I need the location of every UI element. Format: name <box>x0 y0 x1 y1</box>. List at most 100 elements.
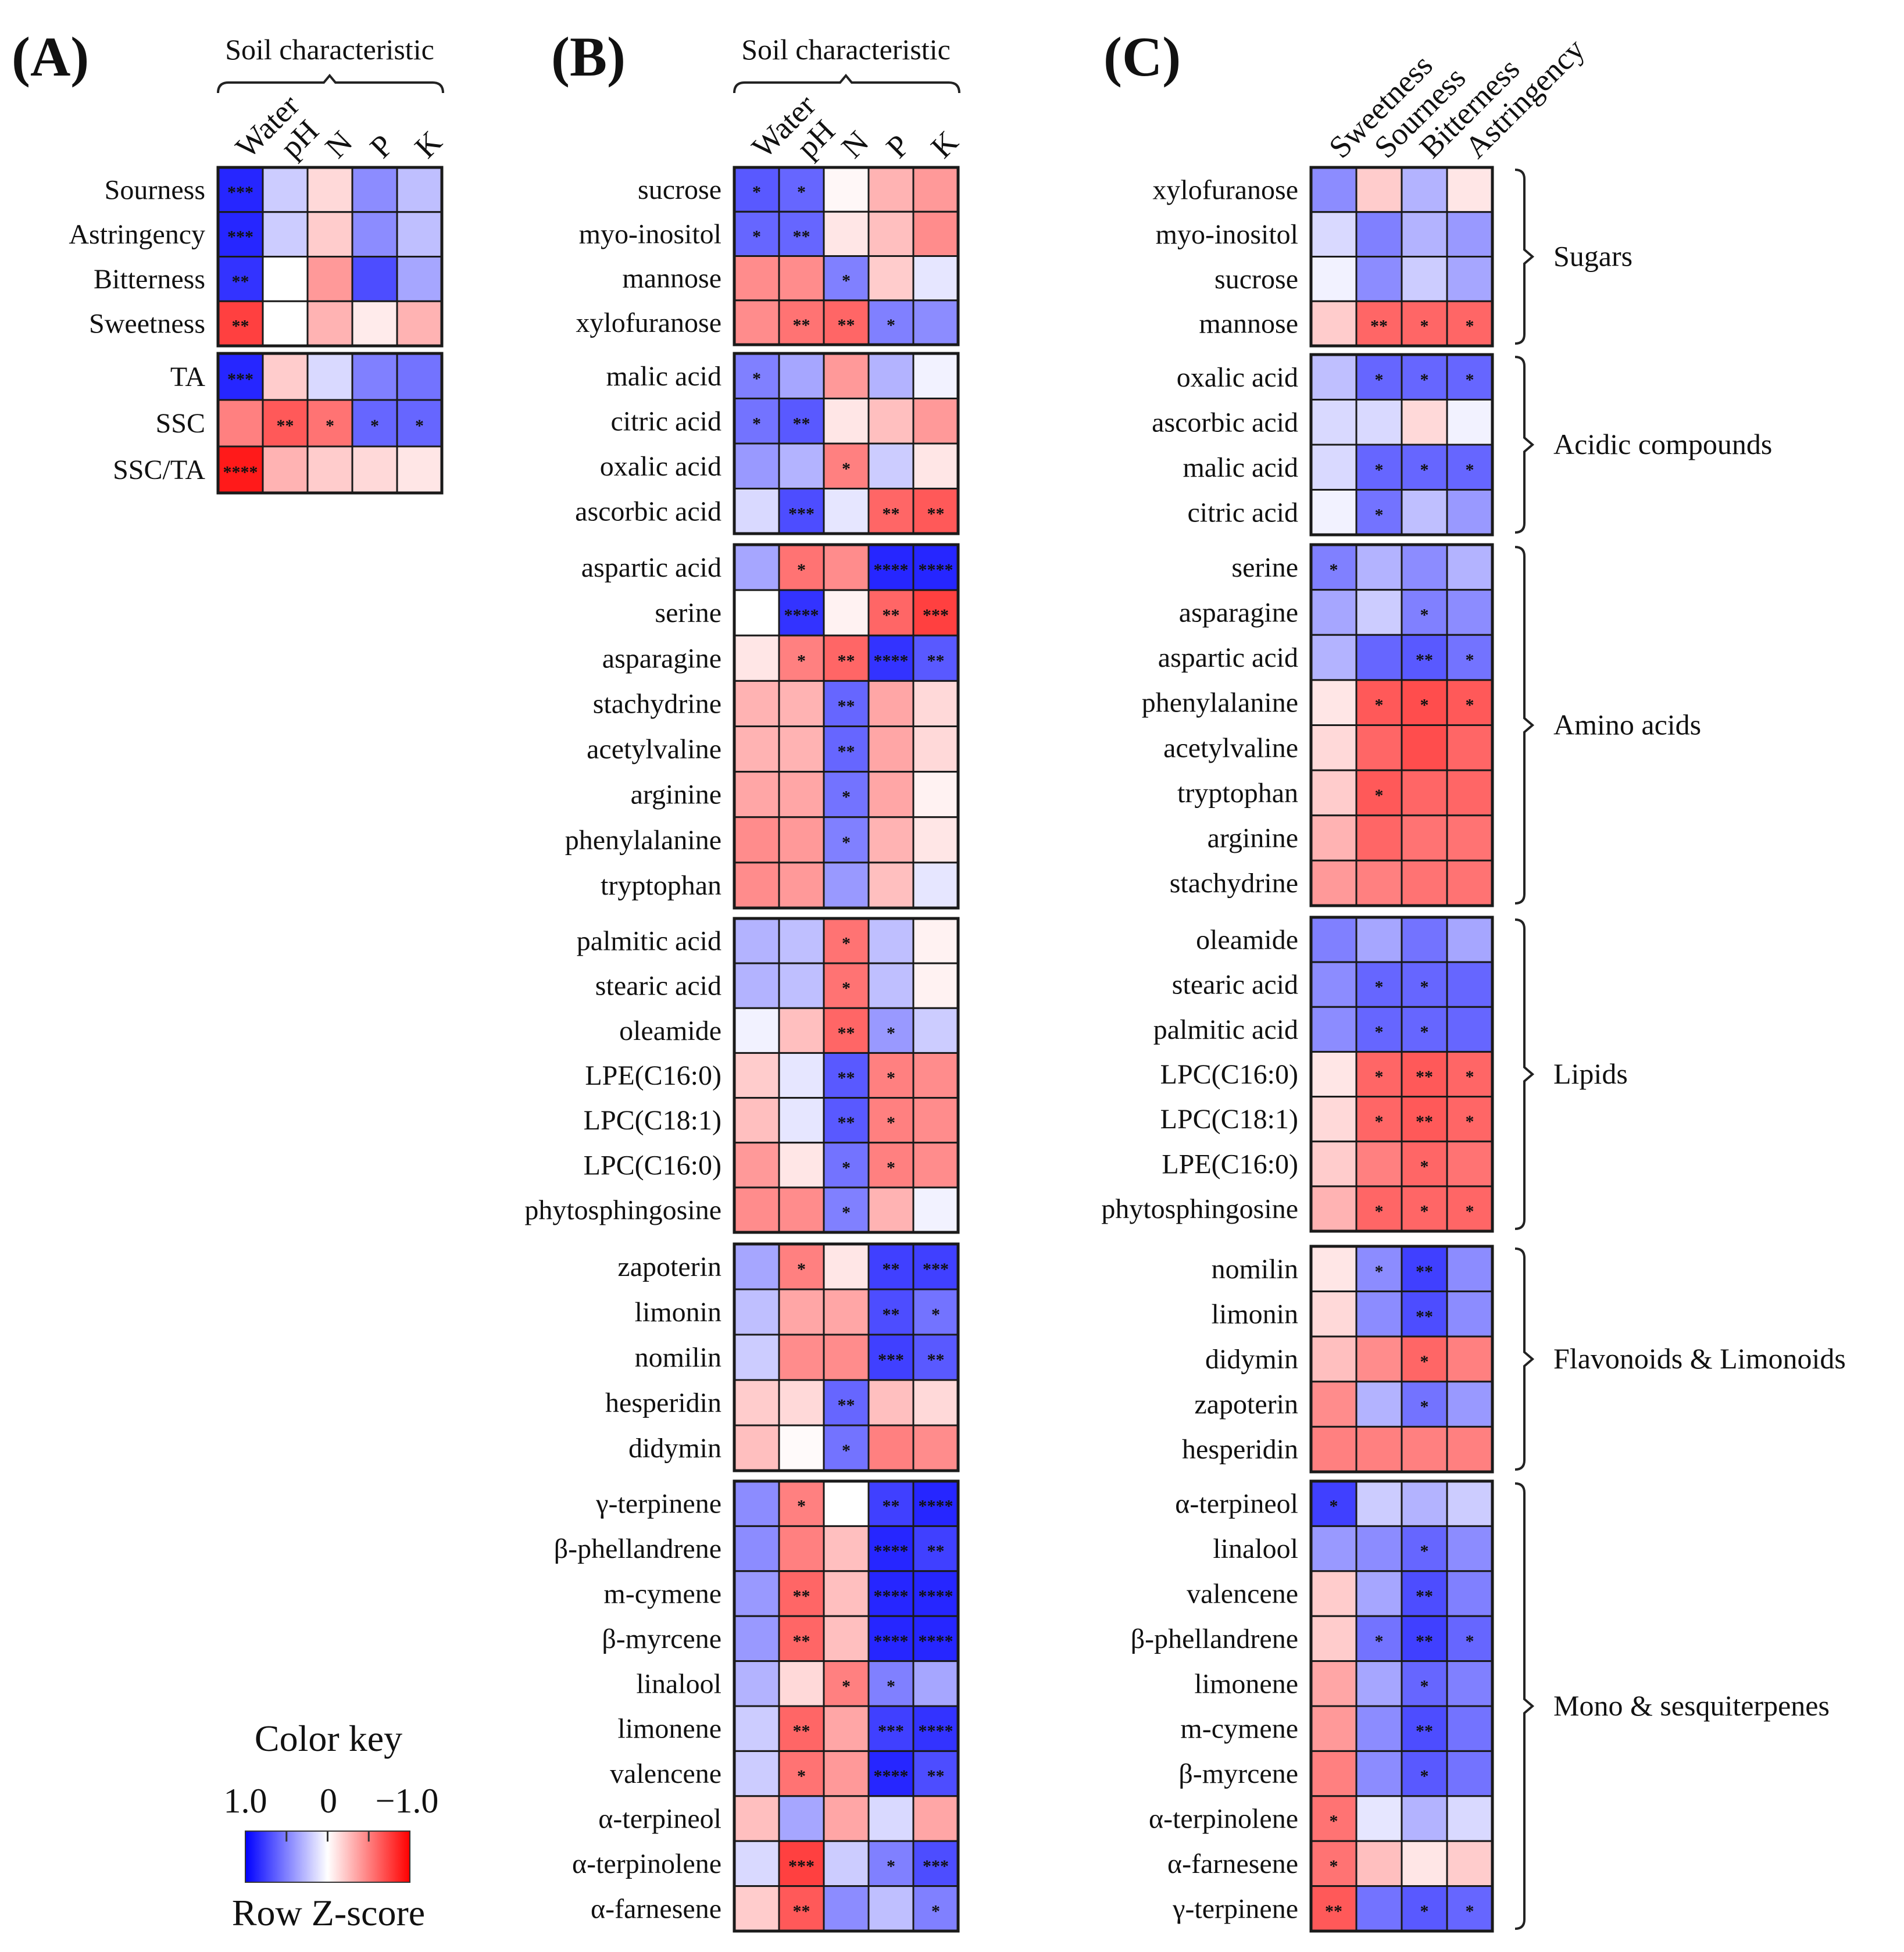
heatmap-cell <box>778 917 825 964</box>
heatmap-cell <box>778 1379 825 1427</box>
row-label: linalool <box>1213 1533 1298 1564</box>
heatmap-cell <box>396 445 443 494</box>
significance-mark: * <box>931 1901 940 1921</box>
color-key-ticks <box>285 1831 370 1842</box>
significance-mark: * <box>842 833 851 852</box>
heatmap-cell <box>867 1186 915 1234</box>
heatmap-cell <box>1355 1480 1403 1527</box>
heatmap-cell <box>867 861 915 909</box>
group-label: Amino acids <box>1553 709 1701 741</box>
heatmap-cell <box>823 771 870 818</box>
group-frame <box>733 352 960 535</box>
group-label: Mono & sesquiterpenes <box>1553 1689 1830 1722</box>
heatmap-cell <box>1401 544 1448 591</box>
row-label: arginine <box>1208 823 1298 854</box>
heatmap-cell <box>1310 166 1358 213</box>
row-label: serine <box>655 598 721 628</box>
row-label: citric acid <box>1187 497 1298 528</box>
heatmap-cell <box>733 1525 780 1572</box>
significance-mark: ** <box>232 272 249 291</box>
heatmap-cell <box>823 1379 870 1427</box>
heatmap-cell <box>912 771 959 818</box>
heatmap-cell <box>351 211 398 258</box>
heatmap-cell <box>1355 1290 1403 1338</box>
significance-mark: ** <box>793 1901 810 1921</box>
row-label: Sourness <box>105 174 205 205</box>
heatmap-cell <box>1355 1141 1403 1188</box>
heatmap-cell <box>1401 1525 1448 1572</box>
heatmap-cell <box>1446 1245 1494 1293</box>
significance-mark: ** <box>1416 1722 1433 1741</box>
heatmap-cell <box>867 1570 915 1617</box>
significance-mark: *** <box>878 1722 904 1741</box>
heatmap-cell <box>733 1615 780 1663</box>
heatmap-cell <box>733 1288 780 1336</box>
heatmap-cell <box>1310 1660 1358 1707</box>
row-label: tryptophan <box>1177 778 1298 809</box>
row-label: zapoterin <box>617 1252 721 1282</box>
heatmap-cell <box>1310 679 1358 726</box>
significance-mark: * <box>1466 1202 1474 1221</box>
significance-mark: *** <box>227 183 253 202</box>
heatmap-cell <box>778 1424 825 1472</box>
heatmap-cell <box>778 1186 825 1234</box>
significance-mark: * <box>1420 1397 1429 1417</box>
heatmap-cell <box>1310 1096 1358 1143</box>
significance-mark: * <box>797 1767 806 1786</box>
significance-mark: * <box>797 560 806 580</box>
heatmap-cell <box>733 1186 780 1234</box>
heatmap-cell <box>1446 1885 1494 1932</box>
heatmap-cell <box>912 1480 959 1527</box>
heatmap-cell <box>778 1570 825 1617</box>
heatmap-cell <box>733 816 780 864</box>
significance-mark: ** <box>1416 1262 1433 1281</box>
row-label: valencene <box>610 1758 721 1789</box>
heatmap-cell <box>733 1007 780 1054</box>
heatmap-cell <box>1310 634 1358 681</box>
row-label: LPC(C18:1) <box>584 1105 721 1136</box>
row-label: SSC/TA <box>113 455 205 485</box>
significance-mark: * <box>1375 460 1384 480</box>
panel-label: (C) <box>1103 26 1181 88</box>
significance-mark: * <box>842 1158 851 1177</box>
significance-mark: *** <box>788 504 815 523</box>
heatmap-cell <box>867 398 915 445</box>
group-label: Flavonoids & Limonoids <box>1553 1342 1846 1375</box>
heatmap-cell <box>1446 814 1494 861</box>
heatmap-cell <box>1446 634 1494 681</box>
heatmap-cell <box>912 1750 959 1797</box>
significance-mark: * <box>1420 370 1429 389</box>
significance-mark: ** <box>838 696 855 716</box>
row-label: citric acid <box>610 406 721 437</box>
heatmap-cell <box>867 1705 915 1752</box>
row-label: α-terpineol <box>598 1804 721 1835</box>
heatmap-cell <box>306 300 353 347</box>
heatmap-cell <box>867 210 915 257</box>
significance-mark: * <box>752 183 761 202</box>
group-frame <box>1309 916 1494 1233</box>
heatmap-cell <box>733 442 780 489</box>
heatmap-cell <box>912 816 959 864</box>
heatmap-cell <box>262 211 309 258</box>
row-label: Sweetness <box>89 309 205 339</box>
row-label: asparagine <box>602 643 721 674</box>
significance-mark: ** <box>793 316 810 335</box>
heatmap-cell <box>778 1142 825 1189</box>
row-label: LPC(C16:0) <box>1160 1059 1298 1090</box>
heatmap-cell <box>306 445 353 494</box>
heatmap-cell <box>1401 679 1448 726</box>
heatmap-cell <box>1310 961 1358 1008</box>
row-label: aspartic acid <box>1158 642 1298 673</box>
significance-mark: ** <box>927 1542 945 1561</box>
heatmap-cell <box>912 1288 959 1336</box>
heatmap-cell <box>1401 1050 1448 1098</box>
heatmap-cell <box>396 211 443 258</box>
significance-mark: **** <box>784 606 819 625</box>
row-label: m-cymene <box>1180 1714 1298 1744</box>
row-label: oxalic acid <box>600 451 721 482</box>
significance-mark: * <box>842 1441 851 1460</box>
heatmap-cell <box>1446 1425 1494 1473</box>
heatmap-cell <box>262 300 309 347</box>
significance-mark: * <box>415 416 424 435</box>
heatmap-cell <box>867 917 915 964</box>
